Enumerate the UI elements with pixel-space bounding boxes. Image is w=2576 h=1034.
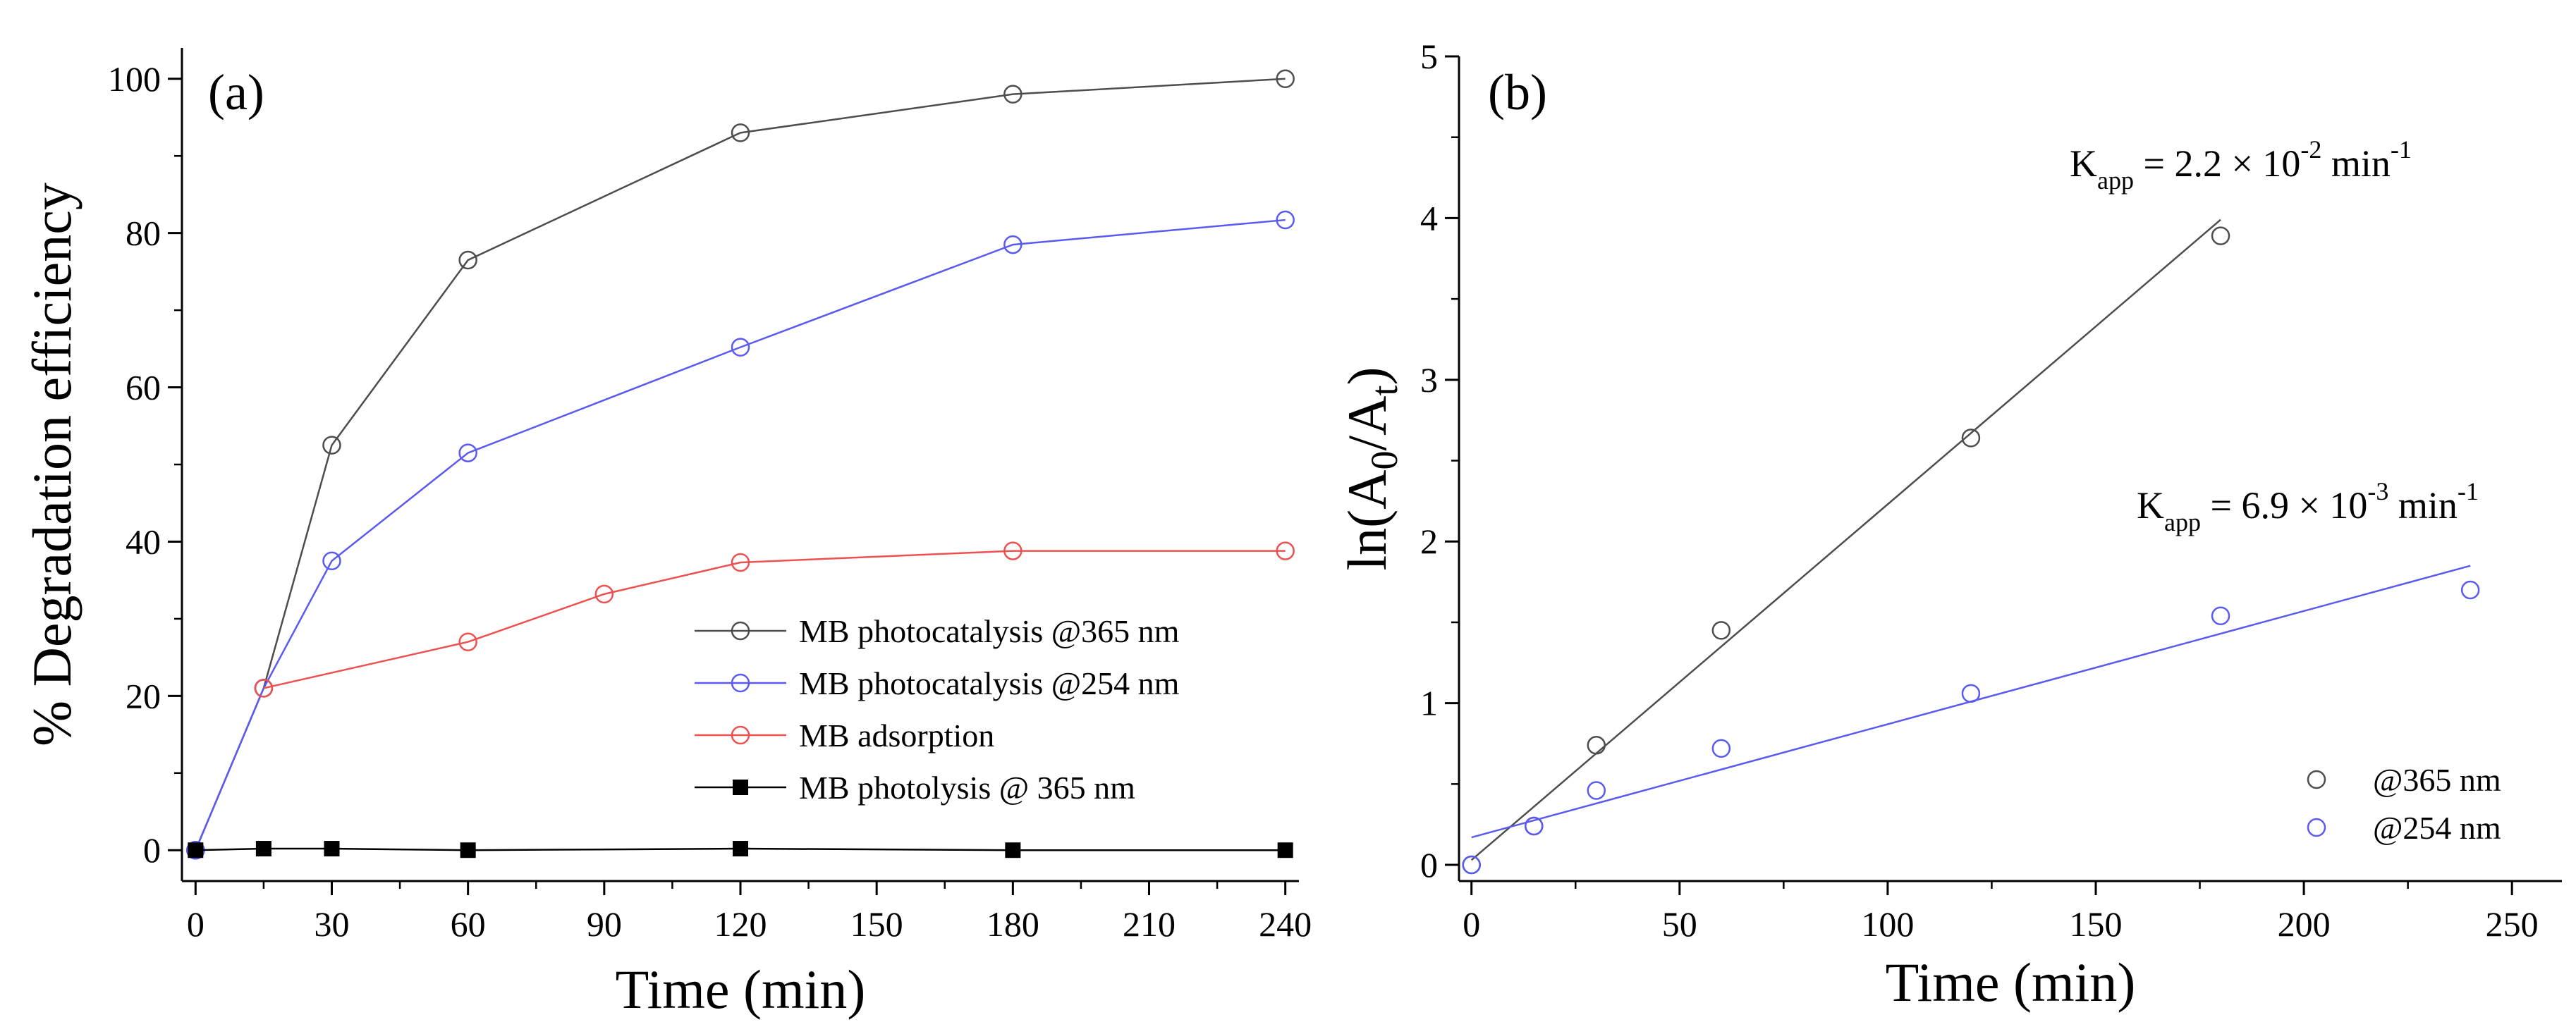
- x-tick-label: 210: [1123, 904, 1176, 944]
- legend-marker: [731, 725, 750, 745]
- y-tick-label: 0: [143, 830, 161, 870]
- data-point: [1277, 842, 1293, 858]
- legend-label: MB adsorption: [799, 718, 994, 753]
- legend-marker: [2307, 818, 2326, 837]
- series-line: [263, 550, 1286, 689]
- y-tick-label: 4: [1420, 198, 1438, 238]
- y-tick-label: 40: [126, 522, 161, 561]
- x-tick-label: 250: [2486, 904, 2539, 944]
- x-tick-label: 100: [1861, 904, 1914, 944]
- data-point: [731, 123, 750, 142]
- y-axis-title: ln(A0/At): [1336, 367, 1405, 571]
- data-point: [1276, 210, 1295, 230]
- data-point: [1524, 816, 1544, 836]
- data-point: [731, 338, 750, 357]
- data-point: [1961, 684, 1981, 703]
- legend-label: MB photolysis @ 365 nm: [799, 770, 1135, 806]
- series-1: [186, 210, 1295, 860]
- y-axis-title: % Degradation efficiency: [21, 183, 83, 746]
- y-tick-label: 5: [1420, 37, 1438, 76]
- series-line: [195, 219, 1286, 851]
- fit-line: [1470, 219, 2221, 861]
- data-point: [458, 443, 477, 462]
- legend: MB photocatalysis @365 nm MB photocatalys…: [695, 613, 1180, 806]
- legend-label: MB photocatalysis @365 nm: [799, 613, 1180, 649]
- data-point: [322, 551, 341, 571]
- series-0: [1462, 219, 2230, 875]
- data-point: [1961, 429, 1981, 448]
- x-axis-title: Time (min): [1886, 952, 2136, 1013]
- x-tick-label: 150: [850, 904, 903, 944]
- data-point: [2211, 606, 2230, 626]
- data-point: [1711, 739, 1731, 758]
- data-point: [2460, 580, 2480, 600]
- panel-label: (b): [1488, 64, 1547, 121]
- data-point: [594, 584, 614, 604]
- x-tick-label: 90: [587, 904, 622, 944]
- rate-constant-annotation: Kapp = 2.2 × 10-2 min-1: [2070, 135, 2412, 195]
- data-point: [1711, 621, 1731, 640]
- data-point: [731, 553, 750, 572]
- legend-label: MB photocatalysis @254 nm: [799, 665, 1180, 701]
- data-point: [254, 679, 274, 698]
- data-point: [324, 841, 340, 857]
- panel-a: 0 30 60 90 120 150 180 210 240 0 20 40 60 80 100 Time (…: [21, 48, 1312, 1020]
- series-1: [1462, 565, 2480, 875]
- data-point: [1587, 736, 1606, 755]
- x-tick-label: 200: [2278, 904, 2331, 944]
- data-point: [1276, 69, 1295, 89]
- x-tick-label: 120: [714, 904, 767, 944]
- data-point: [460, 842, 476, 858]
- series-0: [186, 69, 1295, 860]
- data-point: [1462, 855, 1481, 875]
- x-tick-label: 180: [987, 904, 1039, 944]
- data-point: [1003, 541, 1023, 560]
- x-tick-label: 50: [1662, 904, 1697, 944]
- rate-constant-annotation: Kapp = 6.9 × 10-3 min-1: [2137, 477, 2479, 536]
- legend-marker: [733, 780, 748, 795]
- y-tick-label: 100: [108, 59, 161, 99]
- series-2: [254, 541, 1295, 698]
- panel-b: 0 50 100 150 200 250 0 1 2 3 4 5 Time (min) ln(A0/At)…: [1336, 37, 2562, 1013]
- data-point: [458, 250, 477, 270]
- y-tick-label: 20: [126, 676, 161, 715]
- y-tick-label: 2: [1420, 522, 1438, 561]
- legend-marker: [731, 621, 750, 641]
- x-tick-label: 30: [314, 904, 349, 944]
- series-3: [188, 841, 1293, 858]
- y-tick-label: 80: [126, 214, 161, 253]
- data-point: [1005, 842, 1021, 858]
- x-tick-label: 0: [1463, 904, 1480, 944]
- y-tick-label: 0: [1420, 845, 1438, 885]
- x-tick-label: 60: [451, 904, 486, 944]
- panel-label: (a): [208, 64, 264, 121]
- y-tick-label: 1: [1420, 684, 1438, 723]
- data-point: [458, 632, 477, 651]
- data-point: [733, 841, 748, 857]
- data-point: [255, 841, 271, 857]
- x-axis-title: Time (min): [616, 959, 866, 1020]
- legend-marker: [2307, 770, 2326, 789]
- y-tick-label: 3: [1420, 360, 1438, 400]
- x-tick-label: 150: [2069, 904, 2122, 944]
- data-point: [322, 436, 341, 455]
- legend-label: @254 nm: [2373, 810, 2501, 846]
- data-point: [1003, 85, 1023, 104]
- data-point: [2211, 226, 2230, 245]
- data-point: [1276, 541, 1295, 560]
- data-point: [1587, 781, 1606, 800]
- legend-label: @365 nm: [2373, 762, 2501, 798]
- data-point: [188, 842, 204, 858]
- data-point: [1003, 235, 1023, 254]
- y-tick-label: 60: [126, 368, 161, 407]
- x-tick-label: 0: [187, 904, 205, 944]
- legend-marker: [731, 673, 750, 693]
- legend: @365 nm @254 nm: [2307, 762, 2501, 846]
- x-tick-label: 240: [1259, 904, 1312, 944]
